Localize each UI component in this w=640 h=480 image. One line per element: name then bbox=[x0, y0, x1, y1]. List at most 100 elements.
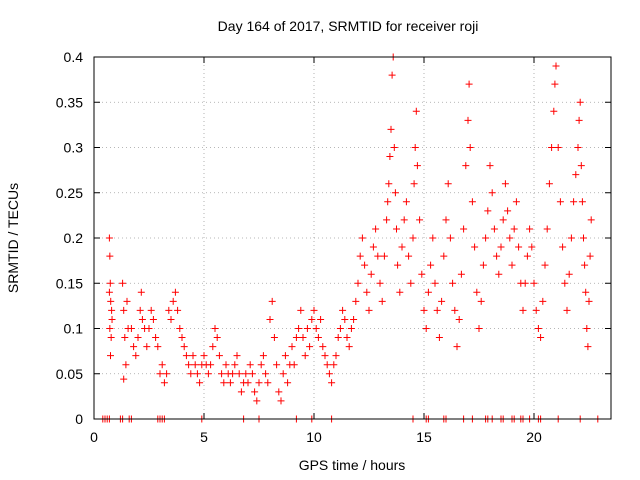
data-point bbox=[586, 252, 594, 260]
data-point bbox=[343, 334, 351, 342]
data-point bbox=[548, 144, 556, 151]
data-point bbox=[475, 325, 483, 332]
data-point bbox=[493, 252, 501, 260]
y-tick-label: 0.05 bbox=[56, 366, 83, 382]
data-point bbox=[299, 334, 307, 342]
data-point bbox=[477, 297, 485, 305]
y-axis-title: SRMTID / TECUs bbox=[5, 183, 21, 293]
data-point bbox=[446, 234, 454, 242]
data-point bbox=[570, 198, 578, 206]
data-point bbox=[290, 361, 298, 369]
data-point bbox=[574, 144, 582, 151]
y-tick-label: 0.35 bbox=[56, 94, 83, 110]
chart-title: Day 164 of 2017, SRMTID for receiver roj… bbox=[218, 18, 479, 34]
data-point bbox=[182, 352, 190, 360]
data-point bbox=[123, 297, 131, 305]
data-point bbox=[455, 315, 463, 323]
grid-lines bbox=[94, 57, 611, 419]
data-point bbox=[391, 189, 399, 197]
data-point bbox=[523, 252, 531, 260]
data-point bbox=[218, 370, 226, 378]
data-point bbox=[462, 162, 470, 170]
data-point bbox=[107, 352, 114, 360]
data-point bbox=[244, 379, 252, 387]
data-point bbox=[341, 315, 349, 323]
y-tick-labels: 0 0.05 0.1 0.15 0.2 0.25 0.3 0.35 0.4 bbox=[56, 49, 83, 427]
data-point bbox=[323, 361, 331, 369]
data-point bbox=[427, 261, 435, 269]
data-point bbox=[367, 270, 375, 278]
data-point bbox=[435, 334, 443, 342]
data-point bbox=[122, 361, 130, 369]
data-point bbox=[361, 261, 369, 269]
data-point bbox=[106, 252, 114, 260]
data-point bbox=[167, 315, 175, 323]
data-point bbox=[438, 297, 446, 305]
data-point bbox=[497, 243, 505, 251]
data-point bbox=[405, 252, 413, 260]
data-point bbox=[119, 279, 127, 287]
data-point bbox=[248, 370, 256, 378]
x-tick-label: 15 bbox=[416, 429, 432, 445]
data-point bbox=[336, 325, 344, 332]
data-point bbox=[332, 352, 340, 360]
data-point bbox=[284, 379, 292, 387]
data-point bbox=[444, 180, 452, 188]
data-point bbox=[365, 306, 373, 314]
data-point bbox=[473, 288, 481, 296]
data-point bbox=[499, 216, 507, 224]
data-point bbox=[120, 306, 128, 314]
data-point bbox=[508, 261, 516, 269]
data-point bbox=[120, 375, 128, 383]
data-point bbox=[178, 334, 186, 342]
x-tick-label: 10 bbox=[306, 429, 322, 445]
data-point bbox=[374, 252, 382, 260]
data-point bbox=[297, 306, 305, 314]
data-point bbox=[319, 343, 327, 351]
data-point bbox=[418, 270, 426, 278]
data-point bbox=[369, 243, 377, 251]
data-point bbox=[471, 243, 479, 251]
data-point bbox=[363, 288, 371, 296]
data-point bbox=[147, 306, 155, 314]
data-point bbox=[262, 370, 270, 378]
data-point bbox=[396, 288, 404, 296]
data-point bbox=[482, 234, 490, 242]
data-point bbox=[372, 225, 380, 233]
data-point bbox=[385, 180, 393, 188]
data-point bbox=[154, 343, 162, 351]
data-point bbox=[411, 144, 419, 151]
data-point bbox=[158, 361, 166, 369]
data-point bbox=[312, 325, 320, 332]
data-point bbox=[211, 325, 219, 332]
data-point bbox=[308, 315, 316, 323]
data-point bbox=[189, 352, 197, 360]
data-point bbox=[539, 297, 547, 305]
data-point bbox=[407, 279, 415, 287]
y-tick-label: 0.4 bbox=[64, 49, 84, 65]
data-point bbox=[121, 334, 129, 342]
data-point bbox=[580, 234, 587, 242]
data-point bbox=[585, 297, 593, 305]
data-point bbox=[451, 306, 459, 314]
data-point bbox=[356, 252, 364, 260]
data-point bbox=[107, 297, 115, 305]
data-point bbox=[321, 352, 329, 360]
data-point bbox=[200, 352, 208, 360]
data-point bbox=[231, 361, 239, 369]
x-tick-labels: 0 5 10 15 20 bbox=[90, 429, 542, 445]
data-point bbox=[380, 252, 388, 260]
data-point bbox=[464, 116, 472, 124]
data-point bbox=[581, 261, 589, 269]
data-point bbox=[572, 171, 580, 179]
data-point bbox=[577, 162, 585, 170]
data-point bbox=[561, 279, 569, 287]
data-point bbox=[108, 306, 116, 314]
data-point bbox=[277, 397, 285, 405]
data-point bbox=[180, 343, 188, 351]
data-point bbox=[424, 288, 432, 296]
y-tick-label: 0 bbox=[75, 411, 83, 427]
data-point bbox=[537, 334, 545, 342]
data-point bbox=[519, 306, 527, 314]
